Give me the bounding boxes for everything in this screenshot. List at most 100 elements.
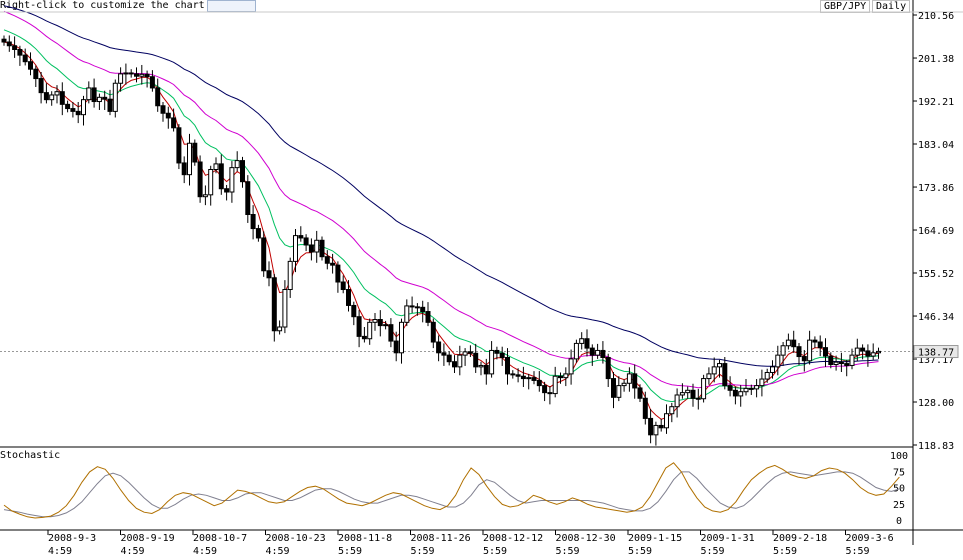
candle[interactable] (319, 236, 325, 261)
candle[interactable] (732, 386, 738, 405)
candle[interactable] (632, 364, 638, 399)
candle[interactable] (43, 83, 49, 104)
candle[interactable] (383, 320, 389, 330)
candle[interactable] (377, 310, 383, 337)
candle[interactable] (436, 335, 442, 362)
candle[interactable] (324, 250, 330, 270)
candle[interactable] (817, 335, 823, 357)
candle[interactable] (531, 371, 537, 385)
candle[interactable] (372, 312, 378, 331)
candle[interactable] (367, 318, 373, 345)
candle[interactable] (547, 386, 553, 405)
candle[interactable] (584, 329, 590, 357)
candle[interactable] (860, 344, 866, 360)
candle[interactable] (489, 341, 495, 378)
candle[interactable] (446, 351, 452, 366)
candle[interactable] (208, 165, 214, 206)
candle[interactable] (558, 372, 563, 384)
candle[interactable] (393, 331, 399, 362)
candle[interactable] (277, 320, 283, 335)
candle[interactable] (303, 234, 309, 252)
candle[interactable] (536, 371, 542, 392)
candle[interactable] (685, 386, 691, 399)
candle[interactable] (865, 344, 871, 367)
candle[interactable] (102, 90, 108, 110)
candle[interactable] (240, 156, 245, 188)
candle[interactable] (271, 274, 277, 342)
candle[interactable] (59, 82, 65, 116)
candle[interactable] (669, 402, 675, 423)
candle[interactable] (605, 353, 611, 388)
candle[interactable] (86, 81, 92, 104)
candle[interactable] (261, 231, 267, 277)
candle[interactable] (579, 332, 585, 350)
candle[interactable] (441, 343, 447, 366)
candle[interactable] (91, 78, 97, 108)
candle[interactable] (139, 64, 145, 85)
candle[interactable] (282, 280, 288, 334)
candle[interactable] (425, 302, 431, 327)
candle[interactable] (65, 100, 71, 113)
candle[interactable] (706, 367, 712, 385)
candle[interactable] (96, 93, 102, 110)
candle[interactable] (12, 36, 18, 58)
candle[interactable] (187, 133, 192, 186)
candle[interactable] (420, 300, 426, 323)
candle[interactable] (838, 352, 844, 373)
candle[interactable] (568, 349, 574, 385)
candle[interactable] (759, 369, 765, 397)
candle[interactable] (876, 347, 881, 359)
candle[interactable] (505, 348, 510, 385)
candle[interactable] (473, 343, 479, 373)
candle[interactable] (653, 421, 659, 446)
candle[interactable] (812, 336, 818, 349)
candle[interactable] (854, 338, 860, 362)
candle[interactable] (144, 70, 150, 88)
candle[interactable] (748, 384, 754, 395)
candle[interactable] (218, 154, 224, 195)
candle[interactable] (791, 330, 797, 353)
candle[interactable] (801, 349, 807, 372)
candle[interactable] (679, 383, 685, 399)
candle[interactable] (1, 35, 7, 46)
candle[interactable] (118, 67, 124, 92)
candle[interactable] (807, 330, 813, 365)
candle[interactable] (17, 45, 23, 66)
candle[interactable] (6, 35, 12, 52)
candle[interactable] (642, 391, 648, 425)
candle[interactable] (727, 376, 733, 397)
candle[interactable] (483, 358, 489, 385)
candle[interactable] (664, 404, 669, 434)
candle[interactable] (494, 346, 500, 360)
candle[interactable] (717, 359, 722, 378)
candle[interactable] (674, 388, 680, 418)
candle[interactable] (796, 342, 802, 365)
candle[interactable] (542, 381, 548, 402)
candle[interactable] (112, 79, 118, 118)
candle[interactable] (870, 343, 876, 360)
candle[interactable] (181, 156, 187, 184)
candle[interactable] (70, 102, 76, 118)
candle[interactable] (780, 342, 786, 366)
candle[interactable] (526, 373, 532, 390)
candle[interactable] (775, 345, 781, 376)
candle[interactable] (176, 124, 182, 170)
candle[interactable] (346, 280, 351, 312)
candle[interactable] (510, 370, 516, 379)
candle[interactable] (340, 275, 346, 294)
candle[interactable] (844, 359, 850, 377)
candle[interactable] (637, 384, 643, 403)
candle[interactable] (595, 343, 601, 359)
candle[interactable] (611, 372, 616, 409)
candle[interactable] (515, 368, 521, 383)
candle[interactable] (563, 367, 569, 387)
candle[interactable] (33, 65, 39, 88)
candle[interactable] (165, 106, 171, 129)
candle[interactable] (308, 238, 314, 261)
candle[interactable] (202, 185, 208, 206)
candle[interactable] (785, 333, 791, 350)
candle[interactable] (711, 357, 717, 383)
candle[interactable] (648, 409, 654, 444)
candle[interactable] (234, 151, 240, 172)
candle[interactable] (28, 52, 33, 76)
